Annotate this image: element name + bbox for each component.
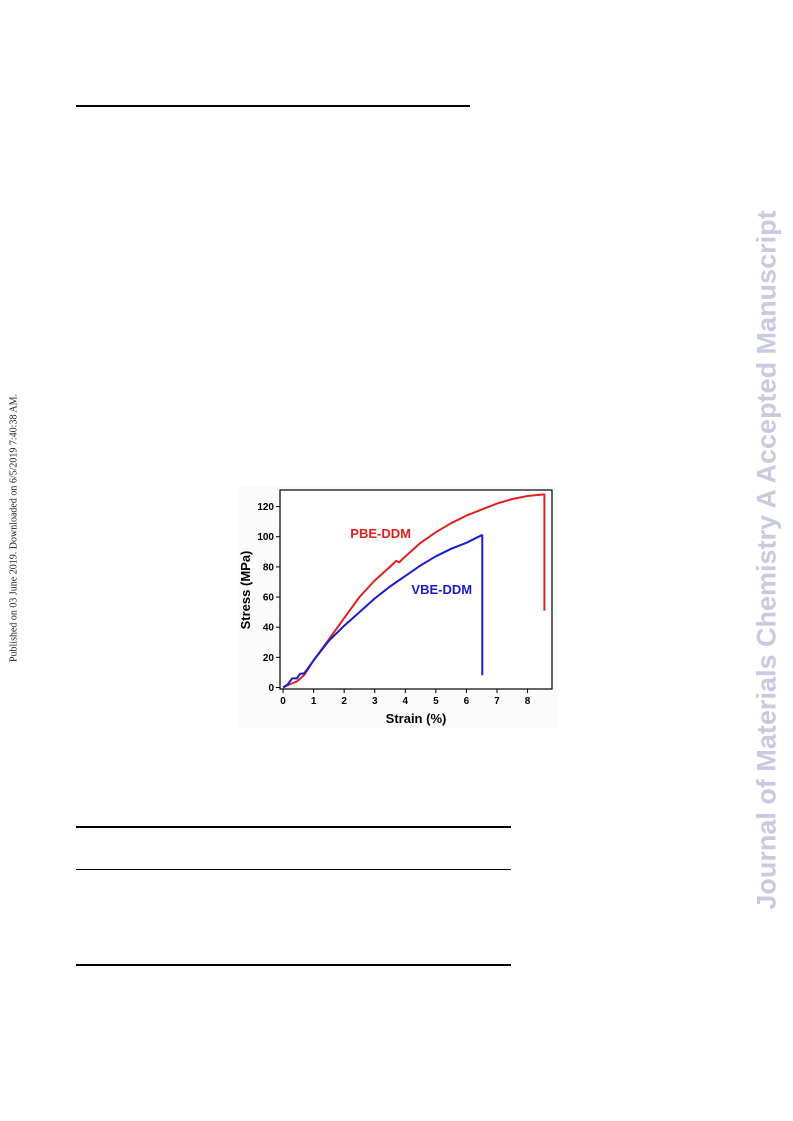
table-mid-rule [76,869,511,870]
series-label-pbe-ddm: PBE-DDM [350,526,411,541]
y-tick-label: 120 [257,502,274,513]
y-tick-label: 40 [263,623,275,634]
x-tick-label: 1 [311,696,317,707]
x-tick-label: 0 [280,696,286,707]
x-tick-label: 3 [372,696,378,707]
table-bottom-rule [76,964,511,966]
y-tick-label: 100 [257,532,274,543]
journal-watermark: Journal of Materials Chemistry A Accepte… [751,210,782,910]
publication-note: Published on 03 June 2019. Downloaded on… [8,393,20,663]
x-tick-label: 5 [433,696,439,707]
x-axis-label: Strain (%) [386,711,447,726]
series-label-vbe-ddm: VBE-DDM [411,582,472,597]
top-rule [76,105,470,107]
y-axis-label: Stress (MPa) [238,551,253,630]
x-tick-label: 7 [494,696,500,707]
series-lines [282,493,546,689]
y-tick-label: 60 [263,593,275,604]
plot-frame [279,489,553,690]
x-tick-label: 2 [341,696,347,707]
x-tick-label: 4 [403,696,409,707]
series-line-vbe-ddm [282,534,484,689]
y-tick-label: 20 [263,653,275,664]
x-tick-label: 8 [525,696,531,707]
y-tick-label: 0 [268,683,274,694]
table-top-rule [76,826,511,828]
series-labels: PBE-DDM VBE-DDM [350,526,472,597]
y-tick-label: 80 [263,562,275,573]
x-tick-label: 6 [464,696,470,707]
